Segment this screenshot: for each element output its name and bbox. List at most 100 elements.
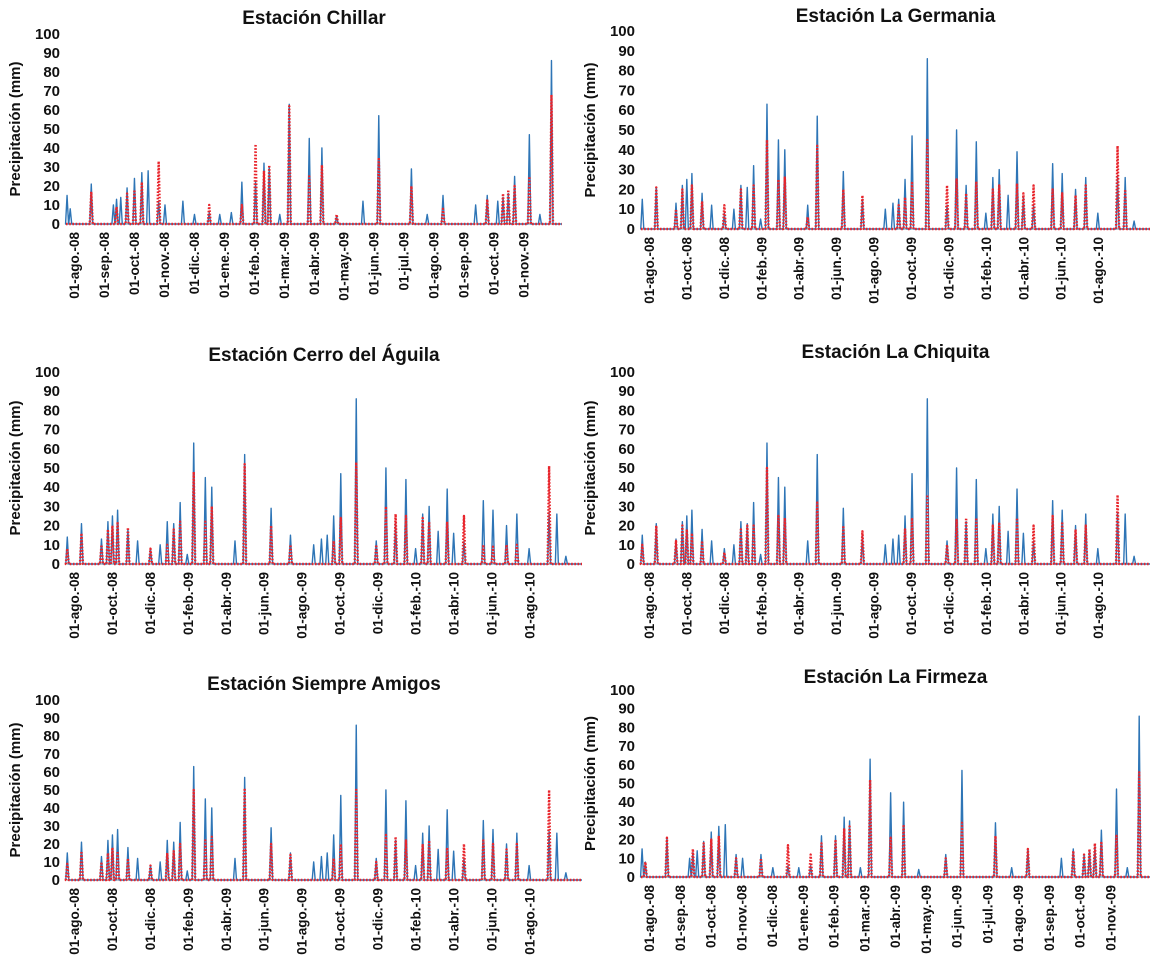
x-tick-label: 01-nov.-09 <box>517 232 532 298</box>
x-tick-label: 01-ago.-08 <box>67 888 82 955</box>
y-axis-label: Precipitación (mm) <box>582 62 599 197</box>
y-tick-label: 90 <box>43 710 60 727</box>
x-tick-label: 01-oct.-09 <box>904 237 919 300</box>
y-tick-label: 90 <box>618 43 635 60</box>
x-tick-label: 01-ago.-08 <box>67 572 82 639</box>
x-tick-label: 01-dic.-08 <box>187 232 202 295</box>
x-tick-label: 01-oct.-08 <box>105 888 120 952</box>
chart-title: Estación Chillar <box>242 8 386 29</box>
x-tick-label: 01-dic.-09 <box>941 572 956 634</box>
x-tick-label: 01-abr.-10 <box>1016 237 1031 300</box>
y-tick-label: 80 <box>618 402 635 419</box>
y-tick-label: 40 <box>43 800 60 817</box>
series-line-solid <box>65 724 582 881</box>
series-line-dotted <box>641 138 1150 231</box>
x-tick-label: 01-jun.-09 <box>257 888 272 951</box>
y-tick-label: 0 <box>627 556 635 573</box>
x-tick-label: 01-dic.-09 <box>371 888 386 950</box>
y-tick-label: 60 <box>43 102 60 119</box>
series-line-dotted <box>641 771 1150 879</box>
x-tick-label: 01-abr.-09 <box>307 232 322 295</box>
chart-cerro-del-aguila: Estación Cerro del Águila Precipitación (… <box>7 344 582 639</box>
x-tick-label: 01-dic.-08 <box>143 888 158 951</box>
x-tick-label: 01-oct.-08 <box>127 232 142 296</box>
y-tick-label: 100 <box>35 26 60 43</box>
y-tick-label: 10 <box>43 854 60 871</box>
x-tick-label: 01-jun.-09 <box>257 572 272 635</box>
x-tick-label: 01-abr.-09 <box>888 885 903 948</box>
x-tick-label: 01-jul.-09 <box>980 885 995 944</box>
y-tick-label: 20 <box>43 178 60 195</box>
y-tick-label: 100 <box>610 364 635 381</box>
x-tick-label: 01-oct.-09 <box>904 572 919 635</box>
y-tick-label: 10 <box>43 197 60 214</box>
y-tick-label: 20 <box>618 181 635 198</box>
x-tick-label: 01-ago.-09 <box>867 572 882 639</box>
y-tick-label: 50 <box>43 121 60 138</box>
x-tick-label: 01-jun.-09 <box>829 572 844 635</box>
x-tick-label: 01-ago.-08 <box>642 237 657 304</box>
y-tick-label: 40 <box>43 140 60 157</box>
y-tick-label: 90 <box>618 701 635 718</box>
chart-la-firmeza: Estación La Firmeza Precipitación (mm) 0 10… <box>582 667 1150 954</box>
x-tick-label: 01-feb.-09 <box>754 237 769 300</box>
x-tick-label: 01-ago.-09 <box>1011 885 1026 952</box>
y-tick-label: 70 <box>43 746 60 763</box>
x-tick-label: 01-mar.-09 <box>857 885 872 952</box>
x-tick-label: 01-sep.-09 <box>1042 885 1057 951</box>
x-tick-label: 01-dic.-08 <box>717 237 732 300</box>
y-tick-label: 70 <box>618 738 635 755</box>
y-tick-label: 50 <box>618 776 635 793</box>
y-tick-label: 70 <box>618 422 635 439</box>
y-tick-label: 0 <box>627 869 635 886</box>
y-tick-label: 90 <box>618 383 635 400</box>
y-tick-label: 80 <box>618 63 635 80</box>
x-tick-label: 01-feb.-09 <box>754 572 769 635</box>
y-tick-label: 20 <box>618 518 635 535</box>
x-tick-label: 01-ago.-09 <box>295 572 310 639</box>
x-tick-label: 01-oct.-08 <box>679 572 694 636</box>
x-tick-label: 01-jun.-10 <box>1054 572 1069 635</box>
x-tick-label: 01-feb.-10 <box>979 237 994 300</box>
x-tick-label: 01-jul.-09 <box>397 232 412 291</box>
y-tick-label: 20 <box>43 836 60 853</box>
x-tick-label: 01-feb.-09 <box>181 888 196 951</box>
x-tick-label: 01-nov.-08 <box>734 885 749 951</box>
y-tick-label: 70 <box>43 83 60 100</box>
x-tick-label: 01-may.-09 <box>337 232 352 301</box>
chart-title: Estación Cerro del Águila <box>208 344 440 366</box>
x-tick-label: 01-feb.-10 <box>408 888 423 951</box>
x-tick-label: 01-oct.-09 <box>487 232 502 295</box>
y-axis-label: Precipitación (mm) <box>582 400 599 535</box>
x-tick-label: 01-oct.-08 <box>704 885 719 949</box>
x-tick-label: 01-jun.-09 <box>829 237 844 300</box>
y-tick-label: 100 <box>610 23 635 40</box>
x-tick-label: 01-ago.-08 <box>67 232 82 299</box>
x-tick-label: 01-ago.-09 <box>867 237 882 304</box>
y-tick-label: 50 <box>43 782 60 799</box>
x-tick-label: 01-feb.-10 <box>408 572 423 635</box>
y-tick-label: 40 <box>618 794 635 811</box>
y-tick-label: 30 <box>618 498 635 515</box>
y-tick-label: 20 <box>43 518 60 535</box>
x-tick-label: 01-oct.-09 <box>333 888 348 951</box>
x-tick-label: 01-ago.-09 <box>427 232 442 299</box>
x-tick-label: 01-ago.-10 <box>1091 572 1106 639</box>
x-tick-label: 01-abr.-10 <box>446 888 461 951</box>
x-tick-label: 01-ago.-10 <box>1091 237 1106 304</box>
x-tick-label: 01-ago.-08 <box>642 572 657 639</box>
x-tick-label: 01-abr.-10 <box>1016 572 1031 635</box>
x-tick-label: 01-ago.-09 <box>295 888 310 955</box>
x-tick-label: 01-feb.-10 <box>979 572 994 635</box>
y-tick-label: 80 <box>618 719 635 736</box>
y-tick-label: 100 <box>610 682 635 699</box>
x-tick-label: 01-ago.-10 <box>522 888 537 955</box>
y-tick-label: 10 <box>618 537 635 554</box>
x-tick-label: 01-abr.-09 <box>219 572 234 635</box>
x-tick-label: 01-abr.-09 <box>792 237 807 300</box>
y-tick-label: 0 <box>627 221 635 238</box>
x-tick-label: 01-jun.-10 <box>484 888 499 951</box>
x-tick-label: 01-jun.-09 <box>950 885 965 948</box>
